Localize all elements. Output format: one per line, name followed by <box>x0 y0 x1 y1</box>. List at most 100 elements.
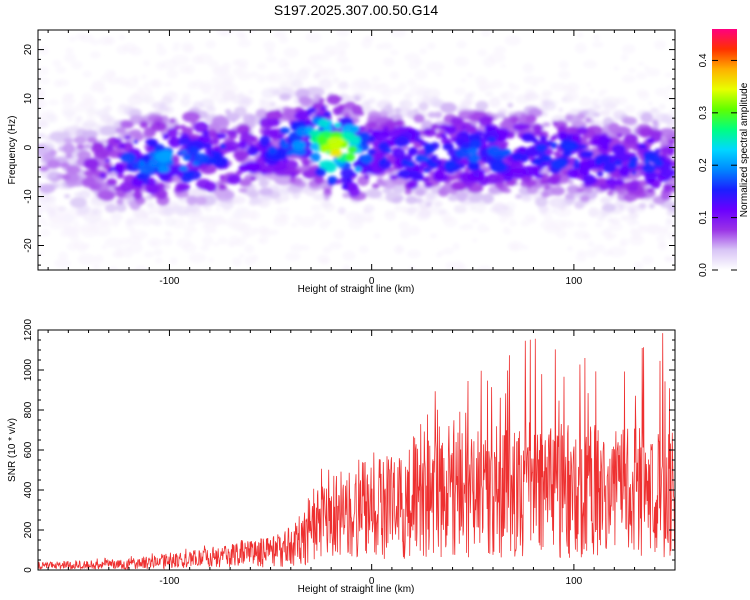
spectrogram-cell <box>81 129 98 139</box>
spectrogram-cell <box>151 78 163 88</box>
spectrogram-cell <box>534 172 544 179</box>
spectrogram-cell <box>48 99 59 106</box>
spectrogram-cell <box>361 38 372 49</box>
spectrogram-cell <box>586 248 598 258</box>
spectrogram-cell <box>371 183 380 189</box>
spectrogram-cell <box>646 188 655 194</box>
spectrogram-cell <box>382 126 389 133</box>
spectrogram-cell <box>105 203 117 213</box>
spectrogram-cell <box>384 211 397 221</box>
spectrogram-cell <box>484 227 490 232</box>
spectrogram-frame <box>37 29 676 271</box>
spectrogram-cell <box>645 68 661 77</box>
spectrogram-cell <box>70 225 84 233</box>
spectrogram-cell <box>60 162 70 169</box>
spectrogram-cell <box>232 195 246 205</box>
spectrogram-cell <box>205 181 217 193</box>
spectrogram-cell <box>592 41 604 48</box>
spectrogram-cell <box>38 217 47 225</box>
spectrogram-cell <box>433 200 443 208</box>
spectrogram-cell <box>401 159 409 165</box>
spectrogram-cell <box>200 215 215 224</box>
spectrogram-cell <box>39 165 49 172</box>
spectrogram-cell <box>459 171 470 182</box>
spectrogram-cell <box>379 42 393 50</box>
spectrogram-cell <box>507 102 514 108</box>
snr-series-line <box>38 333 675 570</box>
spectrogram-cell <box>487 145 501 157</box>
spectrogram-cell <box>543 185 551 190</box>
spectrogram-cell <box>156 47 167 56</box>
spectrogram-cell <box>251 254 259 261</box>
spectrogram-cell <box>345 152 356 162</box>
spectrogram-cell <box>259 135 271 146</box>
spectrogram-cell <box>405 195 418 205</box>
spectrogram-cell <box>101 220 113 228</box>
spectrogram-cell <box>477 49 488 57</box>
snr-y-tick-label: 800 <box>23 401 34 418</box>
spectrogram-cell <box>167 127 178 139</box>
spectrogram-cell <box>562 84 573 94</box>
spectrogram-cell <box>46 113 56 123</box>
spectrogram-cell <box>591 139 599 145</box>
spectrogram-cell <box>425 191 436 201</box>
spectrogram-cell <box>173 124 182 130</box>
spectrogram-cell <box>238 140 248 150</box>
spectrogram-cell <box>250 176 257 181</box>
spectrogram-cell <box>442 247 454 255</box>
spectrogram-cell <box>414 137 421 142</box>
spectrogram-cell <box>624 104 636 114</box>
spectrogram-cell <box>428 162 438 169</box>
spectrogram-cell <box>44 135 51 141</box>
spectrogram-cell <box>316 254 330 264</box>
spectrogram-cell <box>358 245 369 254</box>
spectrogram-cell <box>291 79 303 89</box>
spectrogram-cell <box>38 251 45 256</box>
spectrogram-cell <box>126 235 142 245</box>
spectrogram-cell <box>399 99 413 110</box>
spectrogram-cell <box>443 160 456 170</box>
snr-panel: -100 0 100 0 200 400 600 800 1000 1200 Height of… <box>7 318 676 595</box>
spectrogram-cell <box>525 114 537 124</box>
spectrogram-cell <box>224 190 235 200</box>
spectrogram-cell <box>399 169 411 178</box>
spectrogram-cell <box>541 190 550 198</box>
spectrogram-cell <box>169 257 178 265</box>
spectrogram-cell <box>112 220 119 227</box>
spectrogram-cell <box>328 241 343 250</box>
spectrogram-cell <box>224 109 232 115</box>
spectrogram-cell <box>337 82 349 90</box>
spectrogram-cell <box>200 245 209 252</box>
spectrogram-cell <box>215 207 221 212</box>
spectrogram-cell <box>367 148 377 155</box>
colorbar-bar <box>712 29 737 270</box>
spectrogram-cell <box>84 144 91 149</box>
spectrogram-cell <box>312 211 325 221</box>
spectrogram-cell <box>522 165 539 177</box>
spectrogram-cell <box>645 171 658 180</box>
spectrogram-cell <box>139 160 145 166</box>
spectrogram-cell <box>558 132 567 139</box>
spectrogram-cell <box>669 231 675 239</box>
spectrogram-cell <box>160 149 173 160</box>
snr-x-ticks: -100 0 100 <box>47 330 676 587</box>
snr-x-tick-label: 100 <box>566 576 583 587</box>
spectrogram-cell <box>486 173 501 184</box>
spectrogram-cell <box>489 96 501 108</box>
spectrogram-cell <box>450 116 464 126</box>
spectrogram-cell <box>314 175 324 185</box>
spectrogram-cell <box>456 40 467 49</box>
spectrogram-cell <box>156 43 164 48</box>
spectrogram-cell <box>151 241 158 246</box>
spectrogram-cell <box>247 89 254 95</box>
spectrogram-cell <box>73 136 87 145</box>
spectrogram-cell <box>358 80 371 92</box>
spectrogram-cell <box>278 58 289 69</box>
spectrogram-cell <box>363 174 370 180</box>
spectrogram-cell <box>623 193 638 202</box>
spectrogram-cell <box>337 206 346 215</box>
snr-x-tick-label: -100 <box>159 576 179 587</box>
spectrogram-cell <box>407 147 418 156</box>
spectrogram-cell <box>250 71 259 78</box>
spectrogram-cell <box>214 82 225 91</box>
